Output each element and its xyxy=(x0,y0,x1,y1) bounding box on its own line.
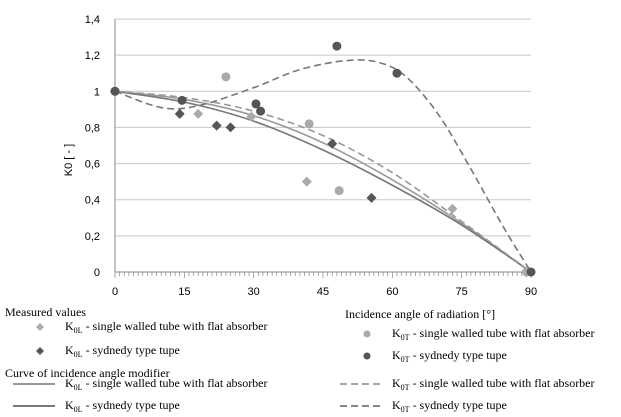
legend-subscript: 0T xyxy=(400,405,410,414)
curve-series-3 xyxy=(114,90,532,273)
legend-entry: K0L - sydnedy type tupe xyxy=(65,398,180,414)
legend-subscript: 0L xyxy=(73,350,83,359)
legend-symbol-k: K xyxy=(65,319,74,333)
marker-diamond xyxy=(327,138,338,149)
legend-symbol-k: K xyxy=(392,348,401,362)
legend-marker-diamond xyxy=(36,323,44,331)
legend-symbol-k: K xyxy=(65,398,74,412)
marker-circle xyxy=(251,99,261,109)
grid xyxy=(115,18,531,237)
y-tick-label: 0,6 xyxy=(85,159,100,171)
y-tick-label: 0,8 xyxy=(85,122,100,134)
legend-subscript: 0L xyxy=(73,326,83,335)
axes xyxy=(114,19,532,278)
legend-subscript: 0L xyxy=(73,383,83,392)
x-tick-label: 0 xyxy=(112,286,118,298)
marker-circle xyxy=(221,72,231,82)
legend-symbol-k: K xyxy=(392,376,401,390)
curve-series-2 xyxy=(114,90,532,273)
marker-diamond xyxy=(193,108,204,119)
legend-entry: K0T - single walled tube with flat absor… xyxy=(392,326,595,342)
legend-label: - sydnedy type tupe xyxy=(82,398,180,412)
legend-label: - sydnedy type tupe xyxy=(409,398,507,412)
x-tick-label: 45 xyxy=(317,286,329,298)
legend-label: - single walled tube with flat absorber xyxy=(82,319,268,333)
y-tick-label: 1,4 xyxy=(85,14,100,26)
y-tick-label: 0,2 xyxy=(85,231,100,243)
legend-subscript: 0T xyxy=(400,383,410,392)
x-tick-label: 15 xyxy=(178,286,190,298)
legend-symbol-k: K xyxy=(392,326,401,340)
x-tick-label: 90 xyxy=(525,286,537,298)
legend-measured-title: Measured values xyxy=(5,305,86,319)
y-tick-label: 1,2 xyxy=(85,50,100,62)
marker-circle xyxy=(177,95,187,105)
legend-label: - single walled tube with flat absorber xyxy=(409,376,595,390)
legend-label: - sydnedy type tupe xyxy=(82,343,180,357)
curve-series-4 xyxy=(114,59,532,273)
marker-circle xyxy=(304,119,314,129)
legend-subscript: 0T xyxy=(400,355,410,364)
legend-label: - sydnedy type tupe xyxy=(409,348,507,362)
legend-entry: K0L - single walled tube with flat absor… xyxy=(65,319,268,335)
marker-circle xyxy=(526,267,536,277)
marker-circle xyxy=(392,68,402,78)
legend-marker-circle xyxy=(363,330,371,338)
marker-circle xyxy=(256,106,266,116)
legend-symbol-k: K xyxy=(392,398,401,412)
legend-entry: K0L - single walled tube with flat absor… xyxy=(65,376,268,392)
marker-circle xyxy=(334,186,344,196)
legend-entry: K0T - sydnedy type tupe xyxy=(392,348,507,364)
marker-diamond xyxy=(211,120,222,131)
x-tick-label: 75 xyxy=(456,286,468,298)
legend-symbol-k: K xyxy=(65,376,74,390)
legend-symbol-k: K xyxy=(65,343,74,357)
y-axis-label: K0 [ - ] xyxy=(63,144,75,176)
marker-diamond xyxy=(447,203,458,214)
legend-subscript: 0T xyxy=(400,333,410,342)
y-tick-label: 1 xyxy=(94,86,100,98)
curve-series-1 xyxy=(114,90,532,273)
legend-label: - single walled tube with flat absorber xyxy=(409,326,595,340)
marker-diamond xyxy=(225,122,236,133)
legend-marker-circle xyxy=(363,352,371,360)
x-tick-label: 60 xyxy=(386,286,398,298)
legend-curve-title: Curve of incidence angle modifier xyxy=(5,366,170,380)
marker-diamond xyxy=(246,111,257,122)
markers xyxy=(110,41,536,277)
legend-entry: K0T - single walled tube with flat absor… xyxy=(392,376,595,392)
legend-entry: K0T - sydnedy type tupe xyxy=(392,398,507,414)
x-tick-label: 30 xyxy=(248,286,260,298)
tick-labels: 0 0,2 0,4 0,6 0,8 1 1,2 1,4 0 15 30 45 60 75 90 xyxy=(85,14,537,298)
legend-marker-diamond xyxy=(36,347,44,355)
marker-circle xyxy=(332,41,342,51)
legend-symbols xyxy=(13,323,380,407)
legend-entry: K0L - sydnedy type tupe xyxy=(65,343,180,359)
x-axis-title: Incidence angle of radiation [°] xyxy=(345,307,496,321)
legend-subscript: 0L xyxy=(73,405,83,414)
marker-circle xyxy=(110,86,120,96)
marker-diamond xyxy=(366,192,377,203)
marker-diamond xyxy=(174,108,185,119)
legend-label: - single walled tube with flat absorber xyxy=(82,376,268,390)
marker-diamond xyxy=(301,176,312,187)
y-tick-label: 0 xyxy=(94,267,100,279)
y-tick-label: 0,4 xyxy=(85,195,100,207)
